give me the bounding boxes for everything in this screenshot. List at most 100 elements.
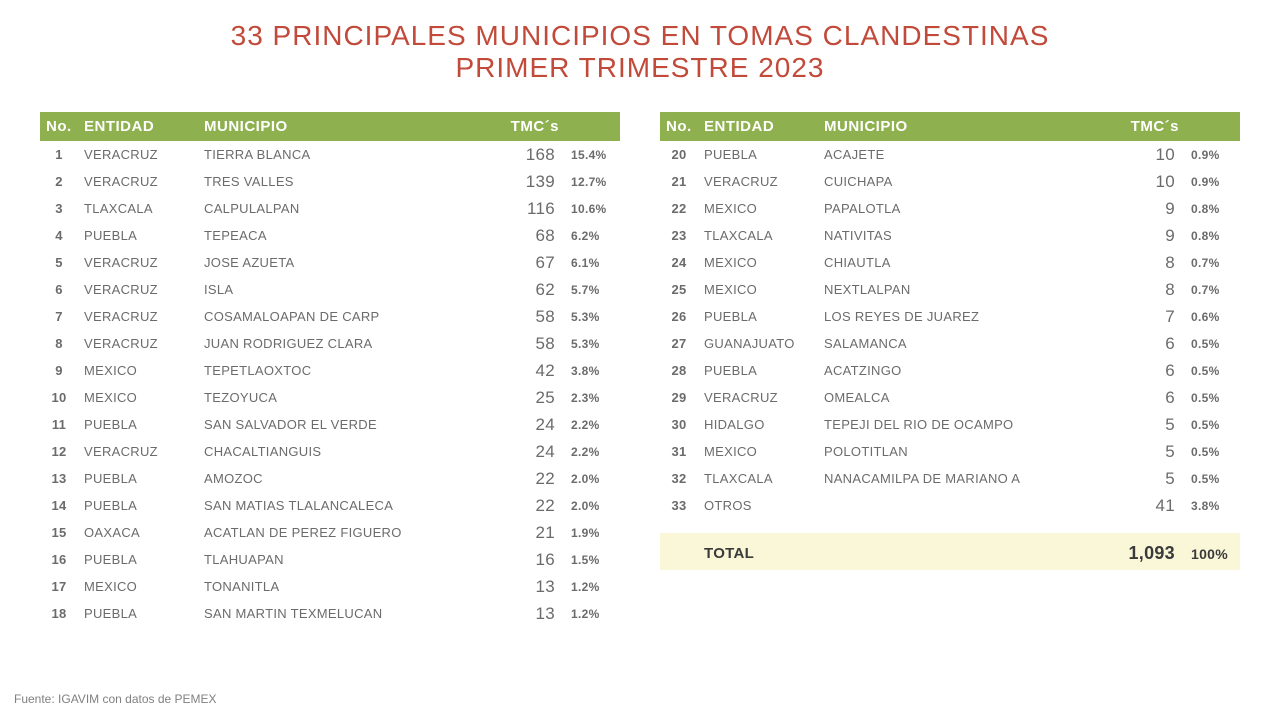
cell-tmc: 24 <box>495 411 565 438</box>
cell-pct: 0.5% <box>1185 438 1240 465</box>
cell-tmc: 8 <box>1115 276 1185 303</box>
cell-municipio: CHIAUTLA <box>818 249 1115 276</box>
footer-source: Fuente: IGAVIM con datos de PEMEX <box>14 692 217 706</box>
cell-entidad: MEXICO <box>78 573 198 600</box>
table-row: 20PUEBLAACAJETE100.9% <box>660 141 1240 168</box>
cell-municipio: CHACALTIANGUIS <box>198 438 495 465</box>
cell-no: 6 <box>40 276 78 303</box>
cell-municipio: NATIVITAS <box>818 222 1115 249</box>
cell-pct: 2.0% <box>565 492 620 519</box>
col-entidad: ENTIDAD <box>698 112 818 141</box>
cell-entidad: VERACRUZ <box>78 168 198 195</box>
table-header-right: No. ENTIDAD MUNICIPIO TMC´s <box>660 112 1240 141</box>
cell-no: 26 <box>660 303 698 330</box>
cell-municipio: SALAMANCA <box>818 330 1115 357</box>
cell-tmc: 22 <box>495 465 565 492</box>
table-row: 7VERACRUZCOSAMALOAPAN DE CARP585.3% <box>40 303 620 330</box>
table-row: 30HIDALGOTEPEJI DEL RIO DE OCAMPO50.5% <box>660 411 1240 438</box>
cell-pct: 2.3% <box>565 384 620 411</box>
cell-municipio: TRES VALLES <box>198 168 495 195</box>
cell-entidad: OTROS <box>698 492 818 519</box>
cell-tmc: 7 <box>1115 303 1185 330</box>
table-row: 14PUEBLASAN MATIAS TLALANCALECA222.0% <box>40 492 620 519</box>
cell-tmc: 22 <box>495 492 565 519</box>
table-left: No. ENTIDAD MUNICIPIO TMC´s 1VERACRUZTIE… <box>40 112 620 627</box>
cell-municipio: ACATLAN DE PEREZ FIGUERO <box>198 519 495 546</box>
cell-no: 25 <box>660 276 698 303</box>
col-pct <box>1185 112 1240 141</box>
cell-tmc: 68 <box>495 222 565 249</box>
cell-municipio: NEXTLALPAN <box>818 276 1115 303</box>
cell-pct: 6.2% <box>565 222 620 249</box>
cell-entidad: MEXICO <box>78 357 198 384</box>
cell-pct: 5.3% <box>565 330 620 357</box>
cell-pct: 0.8% <box>1185 195 1240 222</box>
cell-entidad: MEXICO <box>698 438 818 465</box>
cell-tmc: 5 <box>1115 465 1185 492</box>
cell-tmc: 9 <box>1115 222 1185 249</box>
table-row: 11PUEBLASAN SALVADOR EL VERDE242.2% <box>40 411 620 438</box>
cell-no: 11 <box>40 411 78 438</box>
cell-no: 1 <box>40 141 78 168</box>
cell-entidad: PUEBLA <box>78 222 198 249</box>
cell-entidad: MEXICO <box>698 195 818 222</box>
cell-entidad: PUEBLA <box>78 492 198 519</box>
cell-tmc: 6 <box>1115 330 1185 357</box>
table-row: 31MEXICOPOLOTITLAN50.5% <box>660 438 1240 465</box>
total-value: 1,093 <box>1115 533 1185 570</box>
table-row: 8VERACRUZJUAN RODRIGUEZ CLARA585.3% <box>40 330 620 357</box>
cell-pct: 0.7% <box>1185 249 1240 276</box>
title-line2: PRIMER TRIMESTRE 2023 <box>40 52 1240 84</box>
cell-entidad: PUEBLA <box>78 465 198 492</box>
cell-entidad: PUEBLA <box>698 357 818 384</box>
cell-tmc: 67 <box>495 249 565 276</box>
col-entidad: ENTIDAD <box>78 112 198 141</box>
cell-tmc: 16 <box>495 546 565 573</box>
cell-municipio: TLAHUAPAN <box>198 546 495 573</box>
cell-no: 27 <box>660 330 698 357</box>
cell-municipio: LOS REYES DE JUAREZ <box>818 303 1115 330</box>
col-tmcs: TMC´s <box>1115 112 1185 141</box>
table-row: 2VERACRUZTRES VALLES13912.7% <box>40 168 620 195</box>
table-row: 27GUANAJUATOSALAMANCA60.5% <box>660 330 1240 357</box>
cell-municipio: JUAN RODRIGUEZ CLARA <box>198 330 495 357</box>
cell-entidad: VERACRUZ <box>698 168 818 195</box>
cell-tmc: 6 <box>1115 357 1185 384</box>
cell-pct: 1.9% <box>565 519 620 546</box>
cell-pct: 0.6% <box>1185 303 1240 330</box>
cell-tmc: 8 <box>1115 249 1185 276</box>
cell-no: 10 <box>40 384 78 411</box>
table-row: 13PUEBLAAMOZOC222.0% <box>40 465 620 492</box>
cell-municipio: TIERRA BLANCA <box>198 141 495 168</box>
tables-wrap: No. ENTIDAD MUNICIPIO TMC´s 1VERACRUZTIE… <box>40 112 1240 627</box>
cell-tmc: 41 <box>1115 492 1185 519</box>
cell-tmc: 13 <box>495 600 565 627</box>
cell-municipio: POLOTITLAN <box>818 438 1115 465</box>
cell-pct: 0.5% <box>1185 330 1240 357</box>
cell-municipio: SAN MATIAS TLALANCALECA <box>198 492 495 519</box>
cell-tmc: 62 <box>495 276 565 303</box>
cell-entidad: TLAXCALA <box>78 195 198 222</box>
cell-municipio: CUICHAPA <box>818 168 1115 195</box>
cell-entidad: MEXICO <box>698 249 818 276</box>
cell-tmc: 9 <box>1115 195 1185 222</box>
cell-no: 33 <box>660 492 698 519</box>
cell-pct: 0.5% <box>1185 465 1240 492</box>
cell-tmc: 116 <box>495 195 565 222</box>
table-row: 33OTROS413.8% <box>660 492 1240 519</box>
table-row: 22MEXICOPAPALOTLA90.8% <box>660 195 1240 222</box>
cell-no: 9 <box>40 357 78 384</box>
cell-no: 22 <box>660 195 698 222</box>
cell-municipio: AMOZOC <box>198 465 495 492</box>
cell-no: 21 <box>660 168 698 195</box>
cell-municipio: SAN MARTIN TEXMELUCAN <box>198 600 495 627</box>
cell-municipio: COSAMALOAPAN DE CARP <box>198 303 495 330</box>
cell-municipio: PAPALOTLA <box>818 195 1115 222</box>
cell-municipio: NANACAMILPA DE MARIANO A <box>818 465 1115 492</box>
cell-pct: 1.2% <box>565 600 620 627</box>
cell-no: 8 <box>40 330 78 357</box>
cell-entidad: VERACRUZ <box>78 276 198 303</box>
cell-no: 32 <box>660 465 698 492</box>
table-row: 24MEXICOCHIAUTLA80.7% <box>660 249 1240 276</box>
cell-municipio: ACATZINGO <box>818 357 1115 384</box>
